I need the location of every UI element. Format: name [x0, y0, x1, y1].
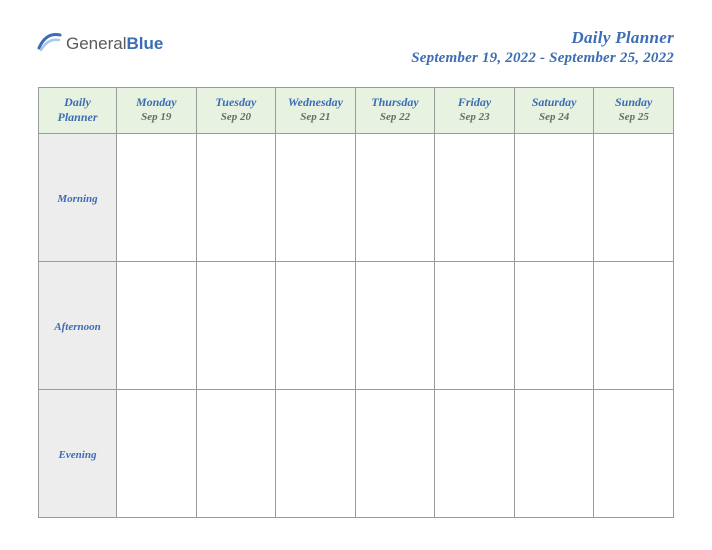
planner-cell[interactable]: [196, 134, 276, 262]
day-date: Sep 19: [119, 110, 194, 124]
planner-cell[interactable]: [196, 390, 276, 518]
date-range: September 19, 2022 - September 25, 2022: [411, 50, 674, 67]
day-header-mon: Monday Sep 19: [117, 88, 197, 134]
planner-cell[interactable]: [514, 390, 594, 518]
day-date: Sep 24: [517, 110, 592, 124]
page-header: GeneralBlue Daily Planner September 19, …: [0, 0, 712, 79]
planner-cell[interactable]: [435, 390, 515, 518]
day-header-thu: Thursday Sep 22: [355, 88, 435, 134]
planner-cell[interactable]: [594, 262, 674, 390]
corner-label-line2: Planner: [41, 110, 114, 125]
day-name: Wednesday: [278, 95, 353, 111]
day-header-sat: Saturday Sep 24: [514, 88, 594, 134]
day-name: Sunday: [596, 95, 671, 111]
day-name: Friday: [437, 95, 512, 111]
corner-label-line1: Daily: [41, 95, 114, 110]
day-date: Sep 25: [596, 110, 671, 124]
row-label: Morning: [57, 193, 97, 205]
logo-text-part1: General: [66, 34, 126, 53]
planner-cell[interactable]: [435, 262, 515, 390]
brand-logo: GeneralBlue: [38, 28, 163, 59]
logo-text-part2: Blue: [126, 34, 163, 53]
day-name: Monday: [119, 95, 194, 111]
day-name: Saturday: [517, 95, 592, 111]
planner-cell[interactable]: [435, 134, 515, 262]
planner-cell[interactable]: [594, 390, 674, 518]
day-date: Sep 20: [199, 110, 274, 124]
logo-text: GeneralBlue: [66, 34, 163, 54]
day-date: Sep 23: [437, 110, 512, 124]
planner-cell[interactable]: [117, 390, 197, 518]
planner-cell[interactable]: [355, 134, 435, 262]
day-date: Sep 22: [358, 110, 433, 124]
header-row: Daily Planner Monday Sep 19 Tuesday Sep …: [39, 88, 674, 134]
planner-cell[interactable]: [355, 262, 435, 390]
planner-cell[interactable]: [276, 390, 356, 518]
planner-cell[interactable]: [594, 134, 674, 262]
row-header-evening: Evening: [39, 390, 117, 518]
page-title: Daily Planner: [411, 28, 674, 48]
planner-cell[interactable]: [117, 134, 197, 262]
planner-cell[interactable]: [276, 134, 356, 262]
planner-cell[interactable]: [276, 262, 356, 390]
row-header-afternoon: Afternoon: [39, 262, 117, 390]
row-header-morning: Morning: [39, 134, 117, 262]
planner-cell[interactable]: [514, 134, 594, 262]
day-name: Thursday: [358, 95, 433, 111]
planner-cell[interactable]: [117, 262, 197, 390]
corner-cell: Daily Planner: [39, 88, 117, 134]
logo-swoosh-icon: [36, 28, 64, 59]
day-header-sun: Sunday Sep 25: [594, 88, 674, 134]
planner-cell[interactable]: [514, 262, 594, 390]
planner-cell[interactable]: [355, 390, 435, 518]
day-name: Tuesday: [199, 95, 274, 111]
table-row-morning: Morning: [39, 134, 674, 262]
row-label: Evening: [59, 449, 97, 461]
planner-cell[interactable]: [196, 262, 276, 390]
day-header-fri: Friday Sep 23: [435, 88, 515, 134]
day-header-tue: Tuesday Sep 20: [196, 88, 276, 134]
day-header-wed: Wednesday Sep 21: [276, 88, 356, 134]
table-row-afternoon: Afternoon: [39, 262, 674, 390]
title-block: Daily Planner September 19, 2022 - Septe…: [411, 28, 674, 67]
planner-table: Daily Planner Monday Sep 19 Tuesday Sep …: [38, 87, 674, 518]
day-date: Sep 21: [278, 110, 353, 124]
table-row-evening: Evening: [39, 390, 674, 518]
row-label: Afternoon: [54, 321, 100, 333]
